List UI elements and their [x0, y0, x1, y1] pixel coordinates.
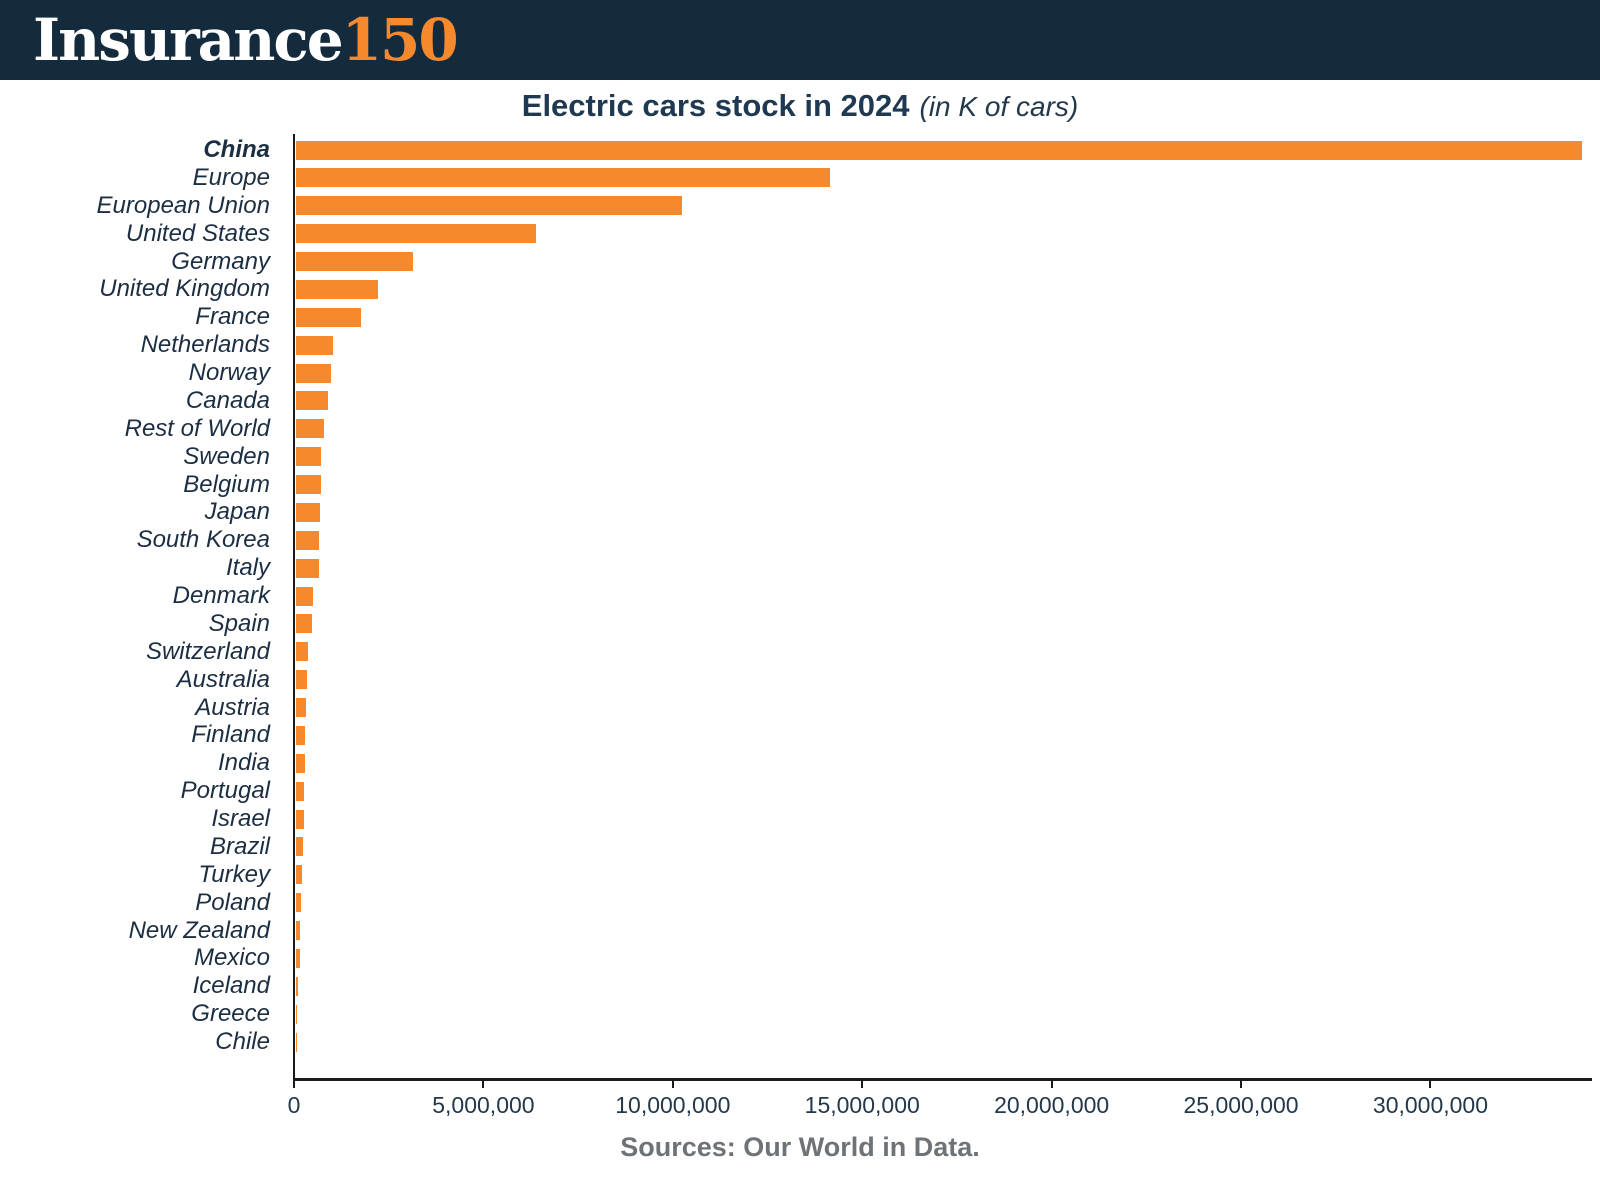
bar-switzerland: [295, 642, 309, 662]
category-label-norway: Norway: [188, 359, 270, 386]
chart-title-row: Electric cars stock in 2024 (in K of cars…: [0, 88, 1600, 124]
bar-greece: [295, 1004, 298, 1024]
category-label-denmark: Denmark: [172, 582, 270, 609]
category-label-netherlands: Netherlands: [140, 331, 270, 359]
x-axis-tick: [861, 1078, 864, 1088]
bar-south-korea: [295, 530, 320, 550]
source-note: Sources: Our World in Data.: [620, 1132, 980, 1162]
bar-italy: [295, 558, 319, 578]
bar-canada: [295, 391, 328, 411]
bar-iceland: [295, 976, 298, 996]
bar-chile: [295, 1032, 298, 1052]
bar-mexico: [295, 948, 300, 968]
bar-europe: [295, 168, 830, 188]
category-label-china: China: [203, 136, 270, 163]
category-label-france: France: [195, 303, 270, 331]
bar-turkey: [295, 865, 302, 885]
bar-denmark: [295, 586, 313, 606]
x-axis-tick: [671, 1078, 674, 1088]
bar-germany: [295, 252, 413, 271]
category-label-finland: Finland: [191, 721, 270, 749]
bar-portugal: [295, 781, 305, 801]
category-label-italy: Italy: [225, 554, 270, 582]
bar-european-union: [295, 196, 682, 216]
category-label-switzerland: Switzerland: [145, 637, 270, 665]
header-bar: Insurance150: [0, 0, 1600, 80]
category-label-brazil: Brazil: [209, 832, 270, 860]
category-label-turkey: Turkey: [198, 860, 270, 888]
y-axis-line: [292, 134, 295, 1081]
bar-norway: [295, 363, 331, 383]
x-axis-tick: [1429, 1078, 1432, 1088]
category-label-japan: Japan: [204, 498, 270, 526]
category-label-poland: Poland: [195, 888, 270, 916]
category-label-austria: Austria: [195, 693, 270, 721]
bar-poland: [295, 893, 301, 913]
bar-belgium: [295, 475, 321, 494]
logo-text-insurance: Insurance: [33, 6, 344, 74]
x-axis-line: [292, 1078, 1592, 1081]
x-axis-tick-label: 20,000,000: [994, 1092, 1110, 1118]
category-label-united-states: United States: [125, 219, 270, 247]
bar-france: [295, 307, 362, 327]
x-axis-tick-label: 15,000,000: [804, 1092, 920, 1118]
bar-netherlands: [295, 335, 333, 355]
bar-new-zealand: [295, 921, 301, 940]
category-label-south-korea: South Korea: [136, 526, 270, 554]
category-label-belgium: Belgium: [183, 470, 270, 498]
category-label-chile: Chile: [215, 1028, 270, 1055]
logo-text-150: 150: [341, 6, 459, 74]
category-label-australia: Australia: [176, 665, 270, 693]
category-label-sweden: Sweden: [183, 442, 270, 470]
category-label-iceland: Iceland: [192, 972, 270, 1000]
bar-israel: [295, 809, 304, 829]
x-axis-tick-label: 10,000,000: [615, 1092, 731, 1118]
bar-australia: [295, 670, 308, 690]
bar-china: [295, 140, 1582, 160]
category-label-european-union: European Union: [96, 191, 270, 219]
category-label-rest-of-world: Rest of World: [124, 414, 270, 442]
category-label-spain: Spain: [208, 609, 270, 637]
x-axis-tick: [1240, 1078, 1243, 1088]
chart-subtitle: (in K of cars): [919, 91, 1079, 122]
bar-india: [295, 753, 305, 773]
x-axis-tick: [482, 1078, 485, 1088]
bar-japan: [295, 502, 320, 522]
category-label-mexico: Mexico: [193, 944, 270, 972]
category-label-india: India: [217, 749, 270, 777]
bar-united-kingdom: [295, 279, 378, 299]
bar-austria: [295, 698, 306, 717]
bar-sweden: [295, 447, 321, 467]
category-label-portugal: Portugal: [180, 777, 270, 805]
category-label-germany: Germany: [171, 247, 270, 275]
bar-spain: [295, 614, 313, 634]
insurance150-logo: Insurance150: [33, 2, 459, 78]
x-axis-tick-label: 25,000,000: [1183, 1092, 1299, 1118]
category-label-europe: Europe: [192, 163, 270, 191]
x-axis-tick: [1050, 1078, 1053, 1088]
category-label-greece: Greece: [191, 1000, 270, 1028]
bar-finland: [295, 725, 306, 745]
bar-united-states: [295, 224, 536, 244]
bar-brazil: [295, 837, 304, 857]
category-label-canada: Canada: [185, 386, 270, 414]
x-axis-tick: [293, 1078, 295, 1088]
category-label-new-zealand: New Zealand: [128, 916, 270, 944]
x-axis-tick-label: 0: [287, 1092, 301, 1118]
chart-title: Electric cars stock in 2024: [521, 88, 910, 123]
category-label-united-kingdom: United Kingdom: [99, 275, 270, 303]
x-axis-tick-label: 5,000,000: [432, 1092, 535, 1118]
bar-rest-of-world: [295, 419, 324, 439]
category-label-israel: Israel: [211, 805, 270, 832]
x-axis-tick-label: 30,000,000: [1372, 1092, 1489, 1118]
